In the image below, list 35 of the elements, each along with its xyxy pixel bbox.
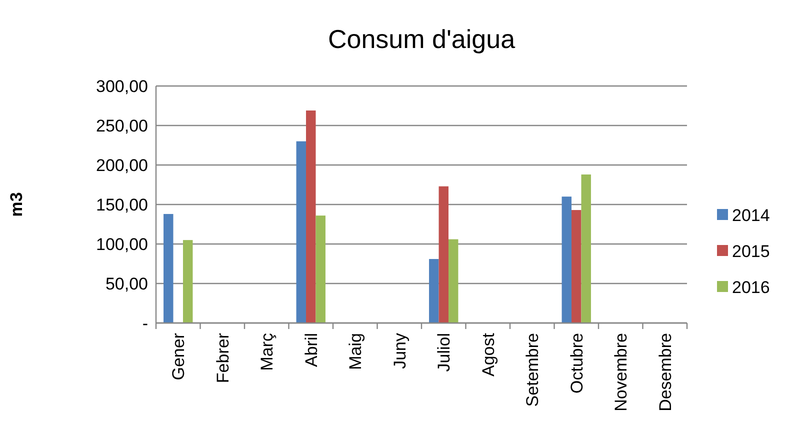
x-tick-label: Juny [390, 332, 410, 369]
x-tick-label: Novembre [612, 333, 631, 412]
bar [572, 210, 582, 323]
y-tick-label: 300,00 [96, 76, 148, 96]
x-tick-label: Setembre [523, 333, 542, 407]
legend-label: 2014 [732, 206, 770, 225]
y-tick-label: 50,00 [105, 274, 148, 294]
x-tick-label: Maig [346, 333, 366, 370]
bar [448, 239, 458, 323]
x-tick-label: Agost [478, 332, 498, 376]
x-tick-label: Abril [302, 333, 321, 368]
x-tick-label: Març [258, 332, 277, 371]
bar [581, 174, 591, 323]
x-tick-label: Febrer [213, 332, 232, 384]
x-tick-label: Desembre [656, 333, 675, 412]
y-tick-label: 100,00 [96, 234, 148, 254]
legend-label: 2016 [732, 278, 770, 297]
bar [306, 110, 316, 323]
y-tick-label: 200,00 [96, 156, 148, 175]
x-tick-label: Gener [169, 332, 188, 380]
x-tick-label: Octubre [567, 333, 586, 394]
y-tick-label: 150,00 [96, 195, 148, 214]
y-tick-label: 250,00 [96, 116, 148, 136]
x-tick-label: Juliol [434, 333, 454, 372]
bar [296, 141, 306, 323]
bar [316, 216, 326, 323]
y-tick-label: - [142, 314, 148, 333]
bar [429, 259, 439, 323]
bar [438, 186, 448, 323]
legend-label: 2015 [732, 242, 770, 261]
bar [164, 214, 174, 323]
y-axis-title: m3 [7, 192, 26, 217]
bar [562, 196, 572, 323]
bar [182, 240, 193, 323]
chart-title: Consum d'aigua [328, 24, 516, 54]
